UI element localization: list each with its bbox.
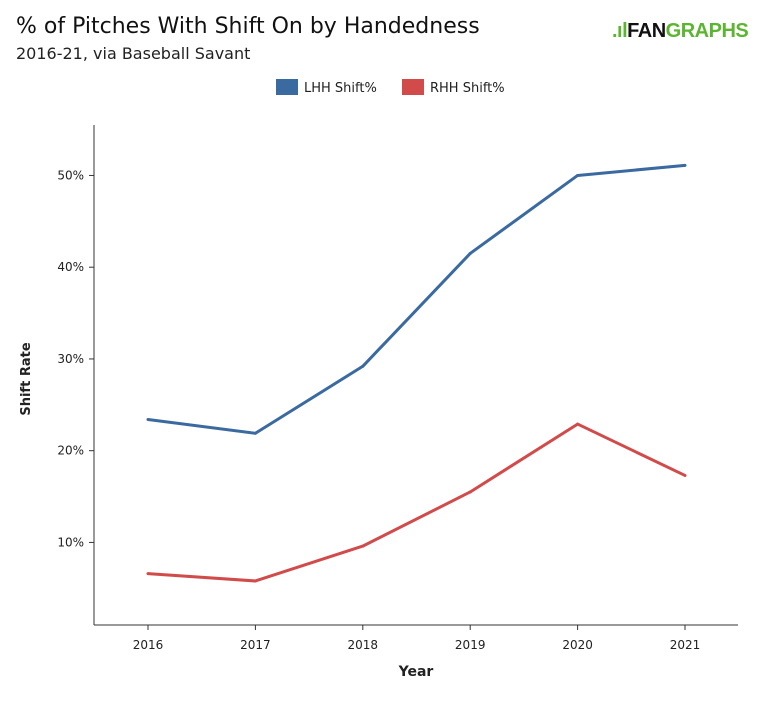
chart-subtitle: 2016-21, via Baseball Savant	[16, 44, 251, 63]
y-axis-label: Shift Rate	[19, 342, 34, 415]
y-tick-label: 20%	[57, 444, 84, 458]
data-point	[468, 490, 472, 494]
y-tick-label: 30%	[57, 352, 84, 366]
x-tick-label: 2020	[562, 638, 593, 652]
chart-title: % of Pitches With Shift On by Handedness	[16, 14, 480, 39]
data-point	[146, 417, 150, 421]
data-point	[576, 173, 580, 177]
y-tick-label: 10%	[57, 535, 84, 549]
data-point	[683, 473, 687, 477]
data-point	[683, 163, 687, 167]
data-point	[253, 579, 257, 583]
x-axis-label: Year	[398, 664, 434, 680]
x-tick-label: 2018	[348, 638, 379, 652]
x-tick-label: 2017	[240, 638, 271, 652]
legend-label: LHH Shift%	[304, 81, 377, 96]
y-tick-label: 40%	[57, 260, 84, 274]
x-tick-label: 2016	[133, 638, 164, 652]
series-line-rhh	[147, 422, 686, 583]
fangraphs-logo: .ılFANGRAPHS	[612, 20, 749, 42]
legend-swatch	[402, 79, 424, 95]
x-tick-label: 2019	[455, 638, 486, 652]
x-tick-label: 2021	[670, 638, 701, 652]
data-point	[361, 364, 365, 368]
legend-swatch	[276, 79, 298, 95]
series-line-lhh	[147, 163, 686, 435]
data-point	[576, 422, 580, 426]
y-tick-label: 50%	[57, 168, 84, 182]
legend-label: RHH Shift%	[430, 81, 505, 96]
data-point	[253, 431, 257, 435]
data-point	[468, 251, 472, 255]
data-point	[361, 544, 365, 548]
data-point	[146, 572, 150, 576]
